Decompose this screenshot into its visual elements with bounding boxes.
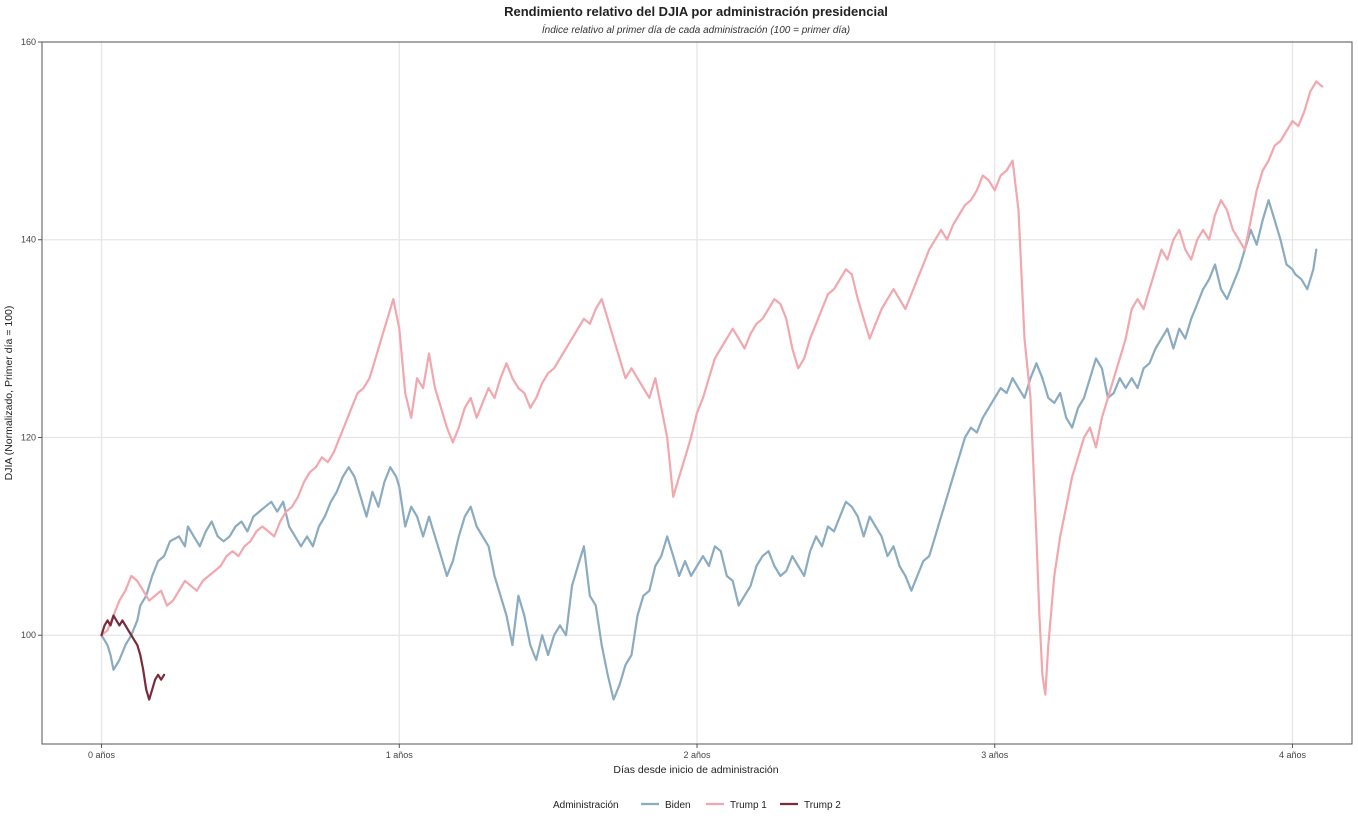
x-tick-label: 3 años: [981, 750, 1009, 760]
series-lines: [100, 80, 1324, 701]
legend: Administración Biden Trump 1 Trump 2: [553, 800, 841, 811]
x-axis-title: Días desde inicio de administración: [613, 764, 778, 776]
chart-title: Rendimiento relativo del DJIA por admini…: [504, 4, 888, 19]
x-tick-label: 2 años: [683, 750, 711, 760]
x-axis-ticks: 0 años 1 años 2 años 3 años 4 años: [88, 744, 1306, 760]
grid: [42, 41, 1352, 744]
chart-subtitle: Índice relativo al primer día de cada ad…: [542, 23, 850, 36]
y-tick-label: 100: [21, 630, 36, 640]
x-tick-label: 0 años: [88, 750, 116, 760]
legend-label: Biden: [665, 800, 691, 811]
legend-title: Administración: [553, 800, 619, 811]
series-line-biden: [100, 199, 1318, 701]
y-tick-label: 160: [21, 37, 36, 47]
y-axis-ticks: 100 120 140 160: [21, 37, 42, 640]
y-tick-label: 120: [21, 432, 36, 442]
x-tick-label: 1 años: [386, 750, 414, 760]
legend-label: Trump 1: [730, 800, 767, 811]
series-line-trump-1: [100, 80, 1324, 696]
y-axis-title: DJIA (Normalizado, Primer día = 100): [3, 306, 15, 481]
x-tick-label: 4 años: [1279, 750, 1307, 760]
y-tick-label: 140: [21, 235, 36, 245]
legend-label: Trump 2: [804, 800, 841, 811]
series-line-trump-2: [100, 614, 166, 701]
